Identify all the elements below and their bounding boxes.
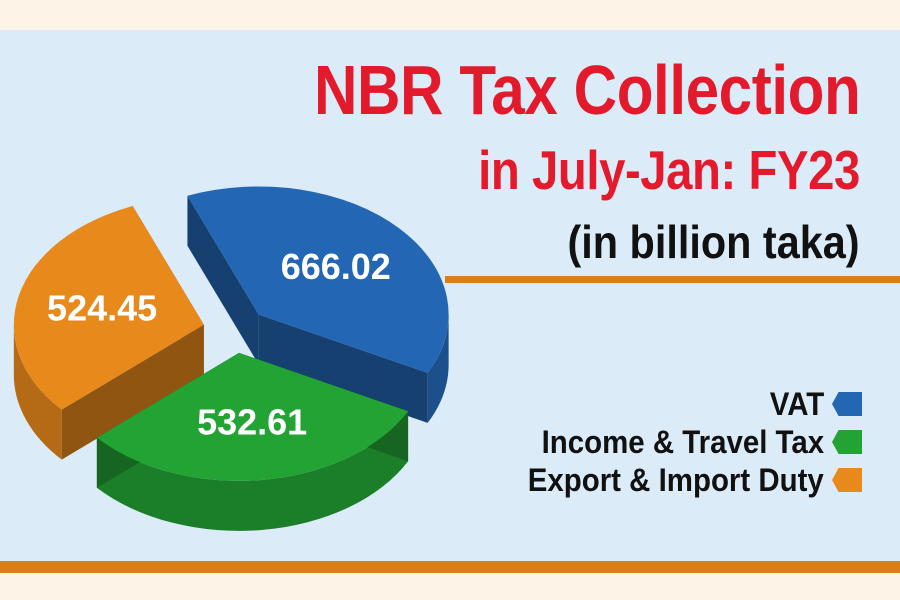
slice-value-label: 524.45 xyxy=(47,288,157,329)
slice-side-wall xyxy=(13,324,62,460)
slice-side-wall xyxy=(427,314,449,423)
pie-slice-1: 532.61 xyxy=(96,352,409,531)
legend-item-income-tax: Income & Travel Tax xyxy=(517,423,862,461)
slice-cut-face xyxy=(187,195,259,365)
chart-title: NBR Tax Collection xyxy=(313,51,861,129)
legend-item-duty: Export & Import Duty xyxy=(502,461,862,499)
slice-top-face xyxy=(13,206,204,410)
unit-note: (in billion taka) xyxy=(567,216,860,268)
bottom-accent-bar xyxy=(0,561,900,573)
pie-slice-2: 524.45 xyxy=(13,206,204,460)
chart-subtitle: in July-Jan: FY23 xyxy=(478,139,860,201)
pie-slice-0: 666.02 xyxy=(187,186,449,423)
legend-swatch xyxy=(832,392,862,416)
slice-cut-face xyxy=(258,314,428,423)
title-underline xyxy=(445,276,900,283)
slice-top-face xyxy=(96,352,409,481)
legend-swatch xyxy=(832,468,862,492)
legend-label: Export & Import Duty xyxy=(527,461,824,498)
legend-item-vat: VAT xyxy=(765,385,862,423)
slice-top-face xyxy=(187,186,449,373)
slice-side-wall xyxy=(96,411,409,531)
legend-label: Income & Travel Tax xyxy=(541,423,824,460)
slice-value-label: 666.02 xyxy=(281,246,391,287)
legend-swatch xyxy=(832,430,862,454)
legend-label: VAT xyxy=(769,385,824,422)
legend: VAT Income & Travel Tax Export & Import … xyxy=(502,385,862,499)
slice-cut-face xyxy=(61,324,204,460)
slice-value-label: 532.61 xyxy=(197,402,307,443)
